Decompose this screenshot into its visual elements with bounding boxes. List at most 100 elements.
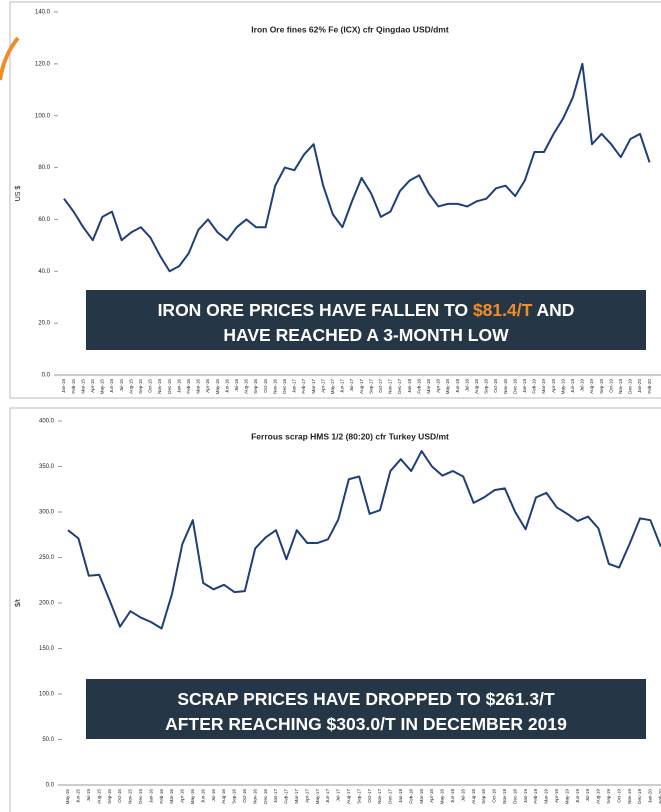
x-tick-label: Jan-20 (648, 789, 653, 803)
x-tick-label: Apr-16 (205, 379, 210, 393)
x-tick-label: Mar-17 (294, 789, 299, 804)
y-tick-label: 20.0 (38, 321, 50, 327)
x-tick-label: Jul-18 (460, 789, 465, 802)
x-tick-label: Dec-19 (637, 789, 642, 804)
annotation-highlight: $81.4/T (472, 300, 533, 320)
x-tick-label: Mar-15 (80, 379, 85, 394)
x-tick-label: Oct-19 (608, 379, 613, 393)
x-tick-label: Sep-15 (138, 379, 143, 394)
x-tick-label: Mar-17 (311, 379, 316, 394)
x-tick-label: Aug-16 (244, 379, 249, 394)
x-tick-label: Aug-18 (471, 789, 476, 804)
x-tick-label: Dec-17 (397, 379, 402, 394)
x-tick-label: Jun-18 (450, 789, 455, 803)
x-tick-label: Apr-17 (320, 379, 325, 393)
x-tick-label: Aug-16 (221, 789, 226, 804)
y-tick-label: 200.0 (39, 601, 55, 607)
x-tick-label: May-18 (445, 379, 450, 395)
x-tick-label: Jul-16 (211, 789, 216, 802)
x-tick-label: Feb-18 (408, 789, 413, 804)
x-tick-label: Jul-17 (336, 789, 341, 802)
y-tick-label: 300.0 (39, 510, 55, 516)
x-tick-label: Jun-17 (340, 379, 345, 393)
x-tick-label: Sep-16 (253, 379, 258, 394)
x-tick-label: Jul-19 (580, 379, 585, 392)
x-tick-label: May-16 (215, 379, 220, 395)
x-tick-label: Aug-15 (96, 789, 101, 804)
annotation-text: AND (536, 300, 575, 320)
x-tick-label: Jan-18 (398, 789, 403, 803)
annotation-line: SCRAP PRICES HAVE DROPPED TO $261.3/T (177, 689, 555, 709)
x-tick-label: Jan-16 (148, 789, 153, 803)
x-tick-label: Jun-17 (325, 789, 330, 803)
x-tick-label: Dec-16 (282, 379, 287, 394)
x-tick-label: Jan-19 (523, 789, 528, 803)
y-axis-label: $/t (15, 599, 22, 607)
x-tick-label: May-18 (440, 789, 445, 805)
x-tick-label: Oct-17 (378, 379, 383, 393)
x-tick-label: Oct-18 (492, 789, 497, 803)
x-tick-label: Feb-19 (533, 789, 538, 804)
annotation-line: HAVE REACHED A 3-MONTH LOW (223, 325, 509, 345)
x-tick-label: Jul-16 (234, 379, 239, 392)
x-tick-label: Jan-19 (522, 379, 527, 393)
y-tick-label: 150.0 (39, 646, 55, 652)
y-tick-label: 80.0 (38, 165, 50, 171)
decoration (0, 36, 20, 81)
x-tick-label: Feb-19 (532, 379, 537, 394)
x-tick-label: Nov-19 (618, 379, 623, 394)
x-tick-label: Jun-19 (575, 789, 580, 803)
x-tick-label: Mar-18 (419, 789, 424, 804)
y-tick-label: 0.0 (42, 373, 51, 379)
annotation-text: IRON ORE PRICES HAVE FALLEN TO (157, 300, 469, 320)
x-tick-label: Aug-15 (128, 379, 133, 394)
y-tick-label: 50.0 (42, 737, 54, 743)
x-tick-label: Apr-18 (436, 379, 441, 393)
x-tick-label: Oct-17 (367, 789, 372, 803)
x-tick-label: May-15 (100, 379, 105, 395)
x-tick-label: Nov-16 (252, 789, 257, 804)
x-tick-label: Jun-18 (455, 379, 460, 393)
y-tick-label: 400.0 (39, 419, 55, 425)
x-tick-label: Apr-15 (90, 379, 95, 393)
x-tick-label: May-15 (65, 789, 70, 805)
x-tick-label: Sep-19 (606, 789, 611, 804)
x-tick-label: Aug-19 (589, 379, 594, 394)
x-tick-label: May-16 (190, 789, 195, 805)
x-tick-label: Jun-16 (224, 379, 229, 393)
chart-title: Ferrous scrap HMS 1/2 (80:20) cfr Turkey… (251, 431, 449, 441)
x-tick-label: Feb-18 (416, 379, 421, 394)
x-tick-label: Feb-15 (71, 379, 76, 394)
x-tick-label: Nov-16 (272, 379, 277, 394)
x-tick-label: Jun-16 (200, 789, 205, 803)
x-tick-label: Aug-19 (596, 789, 601, 804)
x-tick-label: Dec-15 (167, 379, 172, 394)
x-tick-label: Dec-15 (138, 789, 143, 804)
x-tick-label: Aug-17 (346, 789, 351, 804)
x-tick-label: Nov-18 (503, 379, 508, 394)
x-tick-label: Feb-20 (647, 379, 652, 394)
x-tick-label: Jul-15 (119, 379, 124, 392)
x-tick-label: Nov-17 (377, 789, 382, 804)
x-tick-label: May-19 (560, 379, 565, 395)
y-axis-label: US $ (15, 186, 22, 202)
x-tick-label: Mar-18 (426, 379, 431, 394)
y-tick-label: 0.0 (46, 783, 55, 789)
x-tick-label: Sep-17 (356, 789, 361, 804)
x-tick-label: Mar-19 (544, 789, 549, 804)
annotation-line: IRON ORE PRICES HAVE FALLEN TO $81.4/T A… (86, 298, 646, 323)
x-tick-label: Sep-15 (107, 789, 112, 804)
x-tick-label: Jul-18 (464, 379, 469, 392)
line (63, 62, 651, 273)
x-tick-label: Jan-18 (407, 379, 412, 393)
annotation-line: AFTER REACHING $303.0/T IN DECEMBER 2019 (165, 714, 567, 734)
x-tick-label: Feb-16 (159, 789, 164, 804)
x-tick-label: Dec-18 (512, 789, 517, 804)
x-tick-label: Sep-16 (232, 789, 237, 804)
x-tick-label: Oct-18 (493, 379, 498, 393)
x-tick-label: Feb-16 (186, 379, 191, 394)
x-tick-label: Jul-15 (86, 789, 91, 802)
x-tick-label: Jul-19 (585, 789, 590, 802)
x-tick-label: Mar-19 (541, 379, 546, 394)
